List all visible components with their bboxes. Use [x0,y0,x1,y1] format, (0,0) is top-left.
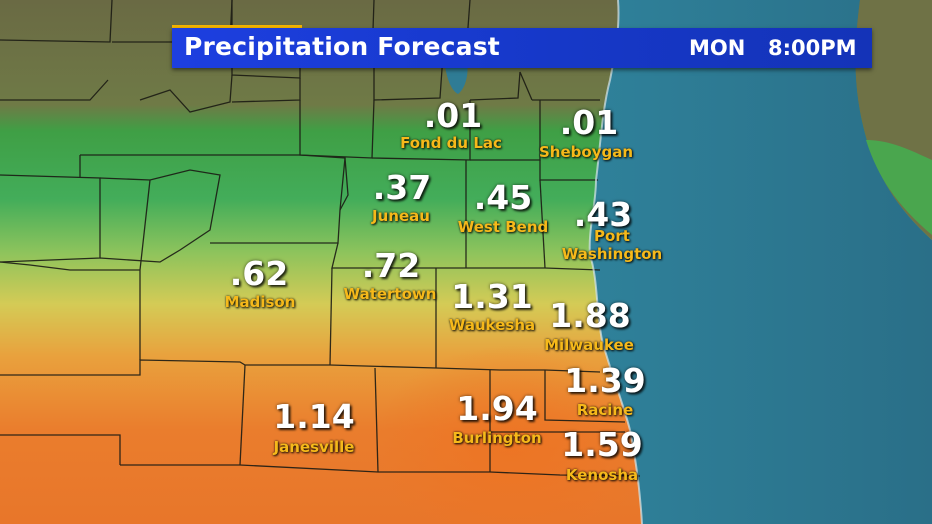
racine-label: Racine [576,401,634,419]
kenosha-label: Kenosha [565,466,639,484]
michigan-shore-green [866,140,932,235]
port-washington-value: .43 [573,195,633,234]
shoreline [588,0,643,524]
sheboygan-value: .01 [559,103,619,142]
watertown-label: Watertown [343,285,437,303]
madison-label: Madison [224,293,296,311]
waukesha-value: 1.31 [451,277,533,316]
sheboygan-label: Sheboygan [538,143,634,161]
west-bend-label: West Bend [457,218,549,236]
port-washington-label: Port Washington [562,227,662,263]
kenosha-value: 1.59 [561,425,643,464]
janesville-label: Janesville [273,438,355,456]
burlington-value: 1.94 [456,389,538,428]
port-washington-label-line2: Washington [561,245,663,263]
fond-du-lac-value: .01 [423,96,483,135]
madison-value: .62 [229,254,289,293]
banner-day: MON [689,36,746,60]
lake-michigan [589,0,932,524]
juneau-label: Juneau [372,207,430,225]
fond-du-lac-label: Fond du Lac [400,134,502,152]
watertown-value: .72 [361,246,421,285]
port-washington-label-line1: Port [594,227,630,245]
racine-value: 1.39 [564,361,646,400]
milwaukee-label: Milwaukee [544,336,634,354]
burlington-label: Burlington [452,429,542,447]
janesville-value: 1.14 [273,397,355,436]
banner-title: Precipitation Forecast [184,32,500,61]
county-boundaries [0,0,641,477]
banner-time: 8:00PM [768,36,857,60]
title-banner: Precipitation Forecast MON 8:00PM [172,28,872,68]
waukesha-label: Waukesha [448,316,536,334]
juneau-value: .37 [372,168,432,207]
banner-accent-bar [172,25,302,29]
west-bend-value: .45 [473,178,533,217]
milwaukee-value: 1.88 [549,296,631,335]
